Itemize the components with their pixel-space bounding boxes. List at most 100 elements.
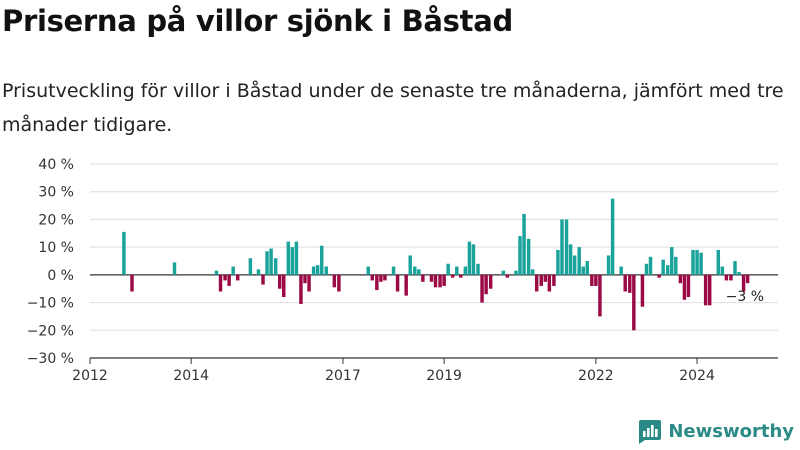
bar-positive (691, 249, 695, 275)
x-tick-label: 2014 (173, 368, 209, 384)
bar-negative (235, 274, 240, 281)
bar-positive (526, 238, 531, 275)
bar-positive (248, 258, 253, 275)
bar-positive (518, 236, 522, 275)
bar-negative (724, 274, 729, 281)
bar-negative (218, 274, 223, 292)
bar-negative (383, 274, 387, 281)
bar-negative (277, 274, 282, 289)
bar-negative (261, 274, 265, 285)
bar-negative (370, 274, 375, 281)
bar-positive (716, 249, 721, 275)
bar-negative (337, 274, 341, 292)
bar-positive (572, 255, 577, 275)
bar-positive (455, 266, 459, 275)
bar-positive (514, 270, 518, 275)
bar-positive (417, 269, 421, 275)
bar-positive (568, 244, 573, 275)
bar-negative (307, 274, 311, 292)
bar-positive (324, 266, 328, 275)
bar-positive (695, 249, 699, 275)
bar-negative (130, 274, 134, 292)
bar-negative (547, 274, 552, 292)
bar-negative (450, 274, 455, 278)
bar-positive (610, 198, 615, 275)
bar-positive (556, 249, 560, 275)
bar-negative (438, 274, 442, 288)
bar-negative (543, 274, 548, 282)
bars (122, 198, 750, 331)
bar-negative (623, 274, 627, 292)
bar-positive (256, 269, 261, 275)
bar-positive (273, 258, 278, 275)
x-tick-label: 2017 (325, 368, 361, 384)
bar-positive (522, 213, 526, 275)
bar-positive (699, 252, 703, 275)
bar-negative (590, 274, 594, 286)
bar-negative (480, 274, 484, 303)
bar-positive (665, 265, 670, 275)
bar-positive (231, 266, 235, 275)
bar-negative (703, 274, 708, 306)
bar-positive (408, 255, 412, 275)
bar-positive (467, 241, 472, 275)
bar-positive (674, 256, 678, 275)
axis-labels: 40 % 30 % 20 % 10 % 0 % −10 % −20 % −30 %2012 20… (27, 157, 764, 384)
bar-positive (564, 219, 569, 275)
bar-negative (404, 274, 408, 296)
bar-positive (577, 247, 581, 275)
x-tick-label: 2012 (72, 368, 108, 384)
bar-positive (501, 270, 506, 275)
bar-negative (741, 274, 746, 292)
bar-negative (682, 274, 687, 300)
bar-negative (628, 274, 632, 293)
bar-negative (433, 274, 438, 288)
bar-negative (379, 274, 383, 282)
bar-negative (303, 274, 307, 284)
bar-negative (729, 274, 733, 281)
y-tick-label: 40 % (38, 157, 74, 173)
bar-negative (640, 274, 645, 307)
bar-negative (484, 274, 488, 295)
bar-positive (214, 270, 219, 275)
x-tick-label: 2022 (578, 368, 614, 384)
bar-negative (745, 274, 750, 284)
bar-positive (290, 247, 295, 275)
bar-negative (594, 274, 598, 286)
bar-negative (488, 274, 493, 289)
bar-negative (282, 274, 286, 298)
bar-positive (661, 259, 665, 275)
bar-negative (332, 274, 337, 288)
bar-positive (644, 263, 649, 275)
bar-negative (678, 274, 683, 284)
bar-positive (269, 248, 273, 275)
x-tick-label: 2024 (679, 368, 715, 384)
bar-negative (686, 274, 691, 298)
bar-positive (463, 266, 468, 275)
bar-positive (413, 266, 417, 275)
bar-positive (172, 262, 177, 275)
bar-positive (294, 241, 299, 275)
bar-positive (581, 266, 585, 275)
y-tick-label: 0 % (47, 268, 74, 284)
bar-negative (707, 274, 712, 306)
bar-positive (286, 241, 291, 275)
bar-positive (585, 261, 590, 275)
bar-positive (606, 255, 611, 275)
y-tick-label: −30 % (27, 351, 74, 367)
bar-positive (530, 269, 535, 275)
bar-positive (446, 263, 450, 275)
newsworthy-logo-icon (639, 420, 662, 444)
bar-positive (319, 245, 324, 275)
bar-positive (648, 256, 653, 275)
bar-negative (534, 274, 539, 292)
bar-positive (391, 266, 396, 275)
axes (89, 357, 778, 364)
bar-negative (505, 274, 510, 278)
y-tick-label: 10 % (38, 240, 74, 256)
newsworthy-logo: Newsworthy (636, 418, 794, 444)
bar-positive (315, 265, 320, 275)
y-tick-label: 30 % (38, 185, 74, 201)
y-tick-label: 20 % (38, 212, 74, 228)
last-value-label: −3 % (726, 289, 764, 305)
